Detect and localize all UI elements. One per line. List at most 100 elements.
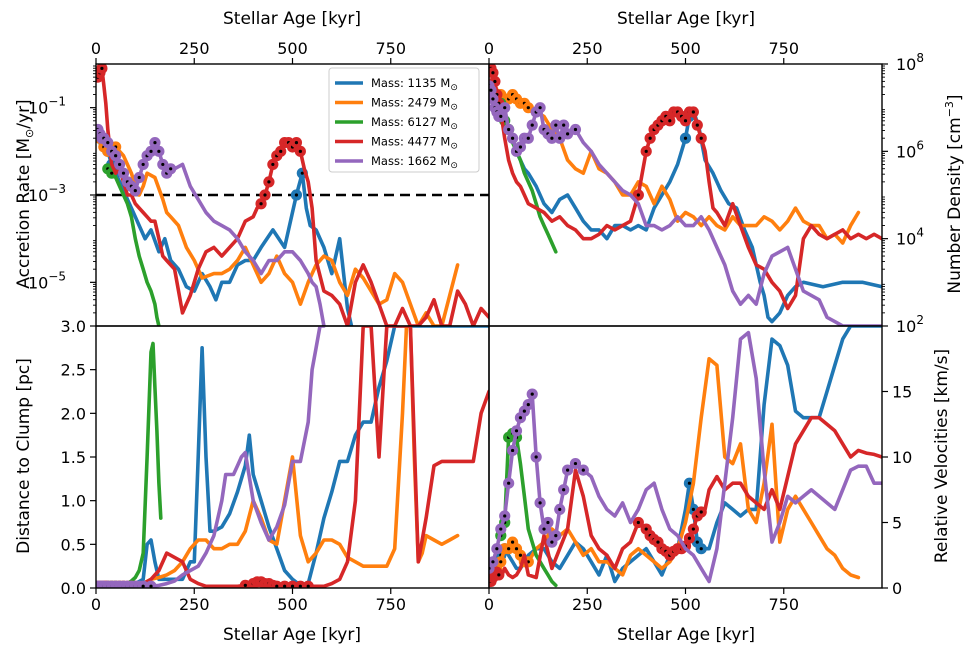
data-point-dot xyxy=(503,514,507,518)
data-point-dot xyxy=(514,547,519,551)
data-point-dot xyxy=(507,481,511,485)
x-tick-label: 750 xyxy=(375,595,406,614)
data-point-dot xyxy=(149,149,153,153)
legend-label: Mass: 1662 M⊙ xyxy=(371,154,458,171)
data-point-dot xyxy=(489,88,493,92)
y-tick-label: 2.0 xyxy=(61,404,86,423)
x-tick-label: 0 xyxy=(91,39,101,58)
data-point-dot xyxy=(558,136,562,140)
data-point-dot xyxy=(546,520,550,525)
series-line-4 xyxy=(96,66,489,326)
data-point-dot xyxy=(169,167,173,171)
data-point-dot xyxy=(497,573,501,577)
distance-ylabel: Distance to Clump [pc] xyxy=(14,358,34,554)
accretion-rate-panel: 0 250 500 750 10−1 10−3 10−5 xyxy=(28,39,490,327)
data-point-dot xyxy=(510,448,515,453)
data-point-dot xyxy=(573,127,578,132)
y-tick-label: 102 xyxy=(896,313,924,336)
data-point-dot xyxy=(491,560,495,564)
y-tick-label: 104 xyxy=(896,226,924,249)
data-point-dot xyxy=(503,106,507,110)
data-point-dot xyxy=(121,171,126,175)
series-line-3 xyxy=(106,167,161,326)
top-left-xlabel: Stellar Age [kyr] xyxy=(223,9,361,29)
data-point-dot xyxy=(550,136,554,140)
data-point-dot xyxy=(510,136,515,140)
y-tick-label: 10 xyxy=(892,448,912,467)
x-tick-label: 500 xyxy=(670,595,701,614)
series-line-5 xyxy=(96,326,326,588)
data-point-dot xyxy=(271,162,275,167)
data-point-dot xyxy=(699,547,703,551)
data-point-dot xyxy=(636,193,640,197)
data-point-dot xyxy=(554,123,558,127)
y-tick-label: 2.5 xyxy=(61,361,86,380)
data-point-dot xyxy=(110,171,114,175)
x-tick-label: 250 xyxy=(572,595,603,614)
series-line-1 xyxy=(96,326,489,588)
data-point-dot xyxy=(534,455,538,459)
data-point-dot xyxy=(687,481,692,485)
data-point-marker xyxy=(302,580,314,588)
data-point-dot xyxy=(522,409,526,413)
data-point-dot xyxy=(306,584,310,588)
data-point-dot xyxy=(133,189,137,193)
x-tick-label: 750 xyxy=(768,39,799,58)
legend-label: Mass: 1135 M⊙ xyxy=(371,76,458,93)
data-point-dot xyxy=(507,547,511,551)
y-tick-label: 0.5 xyxy=(61,535,86,554)
y-tick-label: 106 xyxy=(896,138,924,161)
data-point-dot xyxy=(283,584,287,588)
number-density-panel: 0 250 500 750 108 106 104 102 xyxy=(484,39,924,336)
data-point-dot xyxy=(518,145,523,149)
data-point-dot xyxy=(644,527,648,531)
data-point-dot xyxy=(507,127,511,132)
data-point-dot xyxy=(117,162,122,167)
y-tick-label: 1.0 xyxy=(61,492,86,511)
data-point-dot xyxy=(562,123,566,127)
data-point-dot xyxy=(699,510,703,514)
bottom-right-xlabel: Stellar Age [kyr] xyxy=(617,625,755,645)
data-point-dot xyxy=(566,132,570,136)
x-tick-label: 0 xyxy=(484,595,494,614)
relative-velocity-panel: 0 250 500 750 0 5 10 15 xyxy=(484,325,912,614)
data-point-dot xyxy=(691,527,695,531)
x-tick-label: 0 xyxy=(91,595,101,614)
data-point-dot xyxy=(141,162,145,167)
data-point-dot xyxy=(683,119,688,123)
x-tick-label: 500 xyxy=(277,595,308,614)
legend: Mass: 1135 M⊙ Mass: 2479 M⊙ Mass: 6127 M⊙ M… xyxy=(328,67,480,173)
x-tick-label: 750 xyxy=(768,595,799,614)
data-point-dot xyxy=(530,123,534,127)
x-tick-label: 0 xyxy=(484,39,494,58)
data-point-dot xyxy=(656,540,660,544)
data-point-dot xyxy=(114,154,118,158)
data-point-dot xyxy=(141,584,145,588)
data-point-dot xyxy=(491,97,495,101)
data-point-dot xyxy=(581,468,585,472)
data-point-dot xyxy=(562,488,566,492)
data-point-dot xyxy=(518,553,523,557)
data-point-dot xyxy=(259,202,263,206)
data-point-dot xyxy=(267,180,271,184)
data-point-dot xyxy=(668,119,672,123)
data-point-dot xyxy=(526,403,530,407)
data-point-dot xyxy=(510,540,515,544)
data-point-dot xyxy=(558,507,562,511)
data-point-dot xyxy=(687,536,692,540)
data-point-dot xyxy=(300,171,304,175)
data-point-dot xyxy=(542,527,546,531)
x-tick-label: 500 xyxy=(277,39,308,58)
data-point-dot xyxy=(573,461,578,466)
data-point-dot xyxy=(243,583,247,587)
data-point-marker xyxy=(145,580,157,588)
data-point-dot xyxy=(518,416,523,420)
y-tick-label: 0.0 xyxy=(61,579,86,598)
distance-to-clump-panel: 0 250 500 750 0.0 0.5 1.0 1.5 2.0 2.5 3.0 xyxy=(61,317,490,614)
y-tick-label: 10−1 xyxy=(28,95,66,118)
data-point-dot xyxy=(526,136,530,140)
data-point-dot xyxy=(526,106,530,110)
data-point-dot xyxy=(275,584,279,588)
top-right-xlabel: Stellar Age [kyr] xyxy=(617,9,755,29)
data-point-dot xyxy=(153,141,157,145)
